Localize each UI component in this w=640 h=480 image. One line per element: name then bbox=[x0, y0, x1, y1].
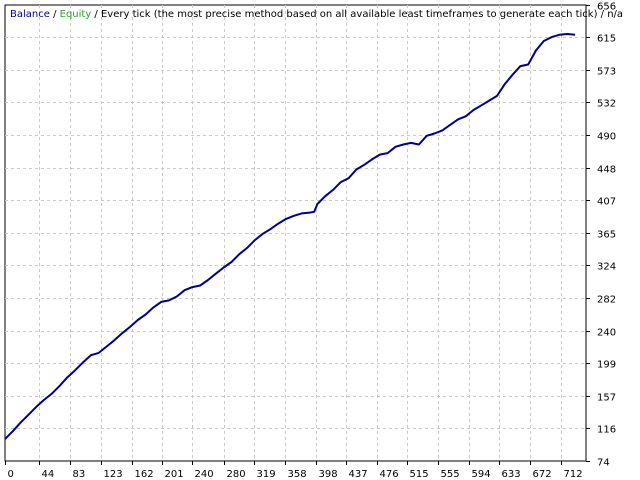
x-tick-label: 44 bbox=[42, 469, 55, 480]
y-tick-label: 573 bbox=[597, 67, 616, 78]
x-tick-label: 358 bbox=[288, 469, 307, 480]
y-tick-label: 157 bbox=[597, 393, 616, 404]
grid-lines bbox=[5, 5, 586, 461]
x-tick-label: 319 bbox=[257, 469, 276, 480]
y-tick-label: 282 bbox=[597, 295, 616, 306]
x-tick-label: 398 bbox=[319, 469, 338, 480]
y-tick-label: 448 bbox=[597, 165, 616, 176]
y-tick-label: 656 bbox=[597, 2, 616, 13]
x-tick-label: 280 bbox=[227, 469, 246, 480]
y-tick-label: 365 bbox=[597, 230, 616, 241]
y-tick-label: 532 bbox=[597, 99, 616, 110]
balance-series-line bbox=[4, 33, 576, 440]
x-axis: 0 44 83 123 162 201 240 280 319 358 398 437 476 515 55… bbox=[5, 461, 583, 480]
x-tick-label: 633 bbox=[502, 469, 521, 480]
legend: Balance / Equity / Every tick (the most … bbox=[10, 9, 623, 20]
legend-equity: Equity bbox=[60, 9, 92, 20]
x-tick-label: 672 bbox=[533, 469, 552, 480]
x-tick-label: 437 bbox=[349, 469, 368, 480]
x-tick-label: 240 bbox=[195, 469, 214, 480]
x-tick-label: 594 bbox=[472, 469, 491, 480]
x-tick-label: 83 bbox=[73, 469, 86, 480]
y-tick-label: 324 bbox=[597, 262, 616, 273]
x-tick-label: 162 bbox=[135, 469, 154, 480]
x-tick-label: 515 bbox=[410, 469, 429, 480]
y-tick-label: 407 bbox=[597, 197, 616, 208]
y-tick-label: 74 bbox=[597, 458, 610, 469]
y-axis: 74 116 157 199 240 282 324 365 407 448 490 532 573 61… bbox=[586, 2, 616, 469]
y-tick-label: 199 bbox=[597, 360, 616, 371]
x-tick-label: 712 bbox=[564, 469, 583, 480]
x-tick-label: 555 bbox=[441, 469, 460, 480]
x-tick-label: 201 bbox=[165, 469, 184, 480]
y-tick-label: 240 bbox=[597, 328, 616, 339]
y-tick-label: 116 bbox=[597, 425, 616, 436]
legend-separator: / bbox=[50, 9, 60, 20]
x-tick-label: 123 bbox=[104, 469, 123, 480]
legend-balance: Balance bbox=[10, 9, 50, 20]
x-tick-label: 0 bbox=[8, 469, 14, 480]
y-tick-label: 615 bbox=[597, 34, 616, 45]
y-tick-label: 490 bbox=[597, 132, 616, 143]
legend-description: / Every tick (the most precise method ba… bbox=[91, 9, 623, 20]
x-tick-label: 476 bbox=[380, 469, 399, 480]
